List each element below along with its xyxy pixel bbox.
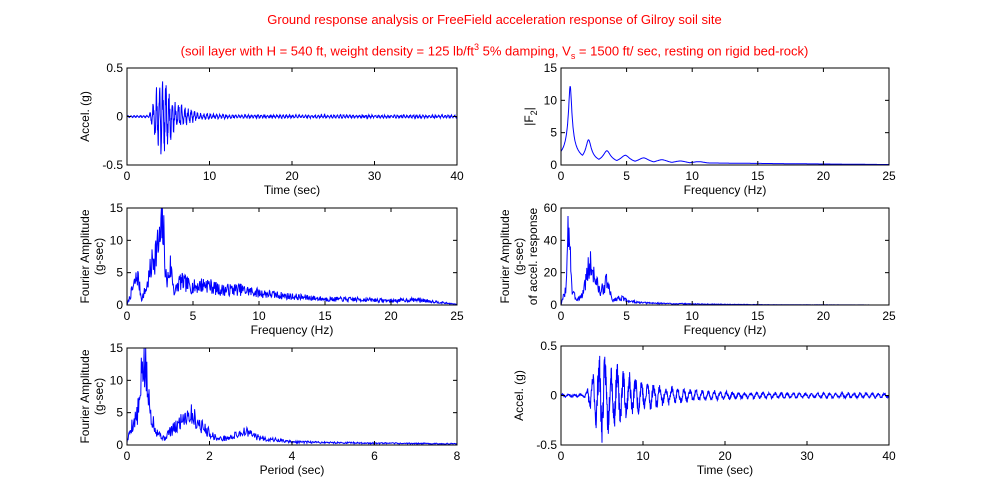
y-tick-label: -0.5 [536,438,557,452]
y-tick-label: 0.5 [106,61,123,75]
x-tick-label: 2 [206,449,213,463]
y-tick-label: 10 [110,233,124,247]
axes-frame [560,207,890,306]
y-tick-label: 40 [544,233,558,247]
y-tick-label: 10 [544,93,558,107]
y-tick-label: 0 [116,298,123,312]
x-tick-label: 15 [318,309,332,323]
x-tick-label: 30 [800,449,814,463]
x-tick-label: 10 [686,309,700,323]
subplot-fourier-vs-period: 0 2 4 6 8 0 5 10 15 Period (sec) Fourier Amplitude… [78,341,461,477]
x-tick-label: 20 [384,309,398,323]
x-tick-label: 20 [285,169,299,183]
x-tick-label: 25 [882,309,896,323]
y-tick-label: 5 [116,406,123,420]
x-tick-label: 5 [623,309,630,323]
x-axis-label: Frequency (Hz) [684,323,767,337]
y-axis-label: Accel. (g) [512,370,526,421]
x-tick-label: 0 [124,449,131,463]
y-tick-label: 10 [110,373,124,387]
x-tick-label: 4 [289,449,296,463]
x-tick-label: 25 [450,309,464,323]
y-tick-label: 15 [110,341,124,355]
y-label-subscript: 2 [529,110,539,115]
x-tick-label: 0 [124,309,131,323]
x-tick-label: 30 [368,169,382,183]
y-axis-label: |F2| [522,107,539,126]
y-tick-label: 5 [550,126,557,140]
series-line [560,355,890,443]
x-tick-label: 40 [882,449,896,463]
series-line [560,86,889,166]
subtitle-part3: = 1500 ft/ sec, resting on rigid bed-roc… [575,43,809,59]
y-axis-label: Fourier Amplitude [498,209,512,303]
y-tick-label: 0.5 [540,339,557,353]
subtitle-superscript: 3 [474,42,480,52]
x-tick-label: 40 [450,169,464,183]
y-axis-label: Fourier Amplitude [78,209,92,303]
y-axis-label: Fourier Amplitude [78,349,92,443]
figure-subtitle: (soil layer with H = 540 ft, weight dens… [0,42,989,61]
x-tick-label: 5 [190,309,197,323]
subtitle-subscript: s [570,50,576,61]
x-tick-label: 20 [817,309,831,323]
y-label-part: |F [522,115,536,125]
y-tick-label: 0 [550,158,557,172]
series-line [126,81,458,155]
x-tick-label: 0 [558,449,565,463]
y-tick-label: 20 [544,266,558,280]
y-axis-label: of accel. response [526,207,540,305]
x-tick-label: 8 [454,449,461,463]
y-axis-label: (g-sec) [92,238,106,275]
x-axis-label: Frequency (Hz) [251,323,334,337]
x-tick-label: 0 [558,169,565,183]
y-axis-label: (g-sec) [92,378,106,415]
x-tick-label: 6 [371,449,378,463]
y-label-part: | [522,107,536,110]
x-tick-label: 0 [124,169,131,183]
y-axis-label: (g-sec) [512,238,526,275]
x-tick-label: 15 [751,309,765,323]
axes-frame [126,207,458,306]
x-tick-label: 20 [718,449,732,463]
axes-frame [560,67,890,166]
y-tick-label: 15 [110,201,124,215]
x-axis-label: Period (sec) [260,463,325,477]
y-tick-label: 15 [544,61,558,75]
x-tick-label: 15 [751,169,765,183]
series-line [126,347,457,446]
subplot-response-fourier: 0 5 10 15 20 25 0 20 40 60 Frequency (Hz) Fourier A… [498,201,896,337]
x-axis-label: Time (sec) [697,463,753,477]
x-axis-label: Frequency (Hz) [684,183,767,197]
y-axis-label: Accel. (g) [78,91,92,142]
x-tick-label: 10 [252,309,266,323]
y-tick-label: 0 [116,110,123,124]
x-axis-label: Time (sec) [264,183,320,197]
series-line [560,215,889,306]
y-tick-label: 0 [550,298,557,312]
x-tick-label: 5 [623,169,630,183]
x-tick-label: 10 [636,449,650,463]
y-tick-label: 0 [550,389,557,403]
x-tick-label: 0 [558,309,565,323]
x-tick-label: 10 [203,169,217,183]
y-tick-label: 60 [544,201,558,215]
y-tick-label: -0.5 [102,158,123,172]
figure-title: Ground response analysis or FreeField ac… [267,12,722,27]
x-tick-label: 20 [817,169,831,183]
x-tick-label: 10 [686,169,700,183]
x-tick-label: 25 [882,169,896,183]
y-tick-label: 0 [116,438,123,452]
subtitle-part2: 5% damping, V [479,43,571,59]
subtitle-part1: (soil layer with H = 540 ft, weight dens… [180,43,475,59]
series-line [126,207,457,306]
y-tick-label: 5 [116,266,123,280]
